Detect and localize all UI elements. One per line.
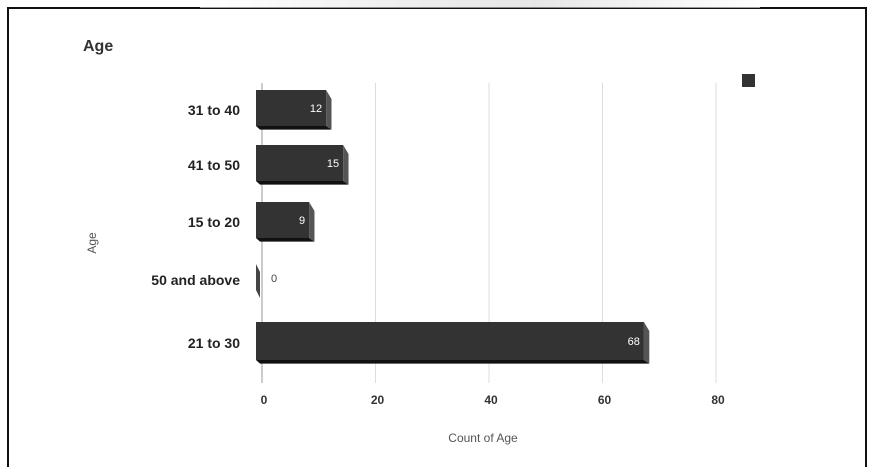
bar (256, 90, 332, 130)
x-axis-title: Count of Age (448, 431, 518, 445)
bar-face (256, 322, 644, 360)
x-tick-label: 20 (371, 393, 385, 407)
bar-side (326, 90, 332, 130)
bar-value-label: 68 (628, 336, 640, 348)
bar-face (256, 264, 260, 298)
x-tick-label: 0 (261, 393, 268, 407)
bar-value-label: 9 (299, 215, 305, 227)
bar-side (309, 202, 315, 242)
category-label: 31 to 40 (188, 102, 240, 118)
category-label: 21 to 30 (188, 335, 240, 351)
x-tick-label: 40 (484, 393, 498, 407)
legend-swatch (742, 74, 755, 87)
bar-face (256, 145, 344, 181)
bar-bottom (256, 181, 349, 185)
bar-bottom (256, 126, 332, 130)
x-tick-labels: 0 20 40 60 80 (261, 393, 725, 407)
category-label: 41 to 50 (188, 157, 240, 173)
x-tick-label: 80 (711, 393, 725, 407)
bar-value-label: 0 (271, 273, 277, 285)
bar-bottom (256, 238, 315, 242)
bar-side (343, 145, 349, 185)
category-label: 50 and above (151, 272, 240, 288)
bar-bottom (256, 360, 650, 364)
x-tick-label: 60 (598, 393, 612, 407)
bar (256, 145, 349, 185)
y-axis-title: Age (85, 232, 99, 254)
bar-value-label: 15 (327, 158, 339, 170)
category-labels: 31 to 40 41 to 50 15 to 20 50 and above 21 t… (151, 102, 240, 351)
value-labels: 12 15 9 0 68 (271, 103, 640, 348)
bar-side (643, 322, 650, 364)
bar (256, 322, 650, 364)
bar (256, 264, 260, 298)
bar-face (256, 90, 327, 126)
category-label: 15 to 20 (188, 214, 240, 230)
top-shadow-strip (200, 0, 760, 8)
chart-title: Age (83, 38, 113, 55)
bar-value-label: 12 (310, 103, 322, 115)
chart-frame (7, 7, 867, 467)
bar (256, 202, 315, 242)
bars (256, 90, 650, 364)
bar-face (256, 202, 310, 238)
